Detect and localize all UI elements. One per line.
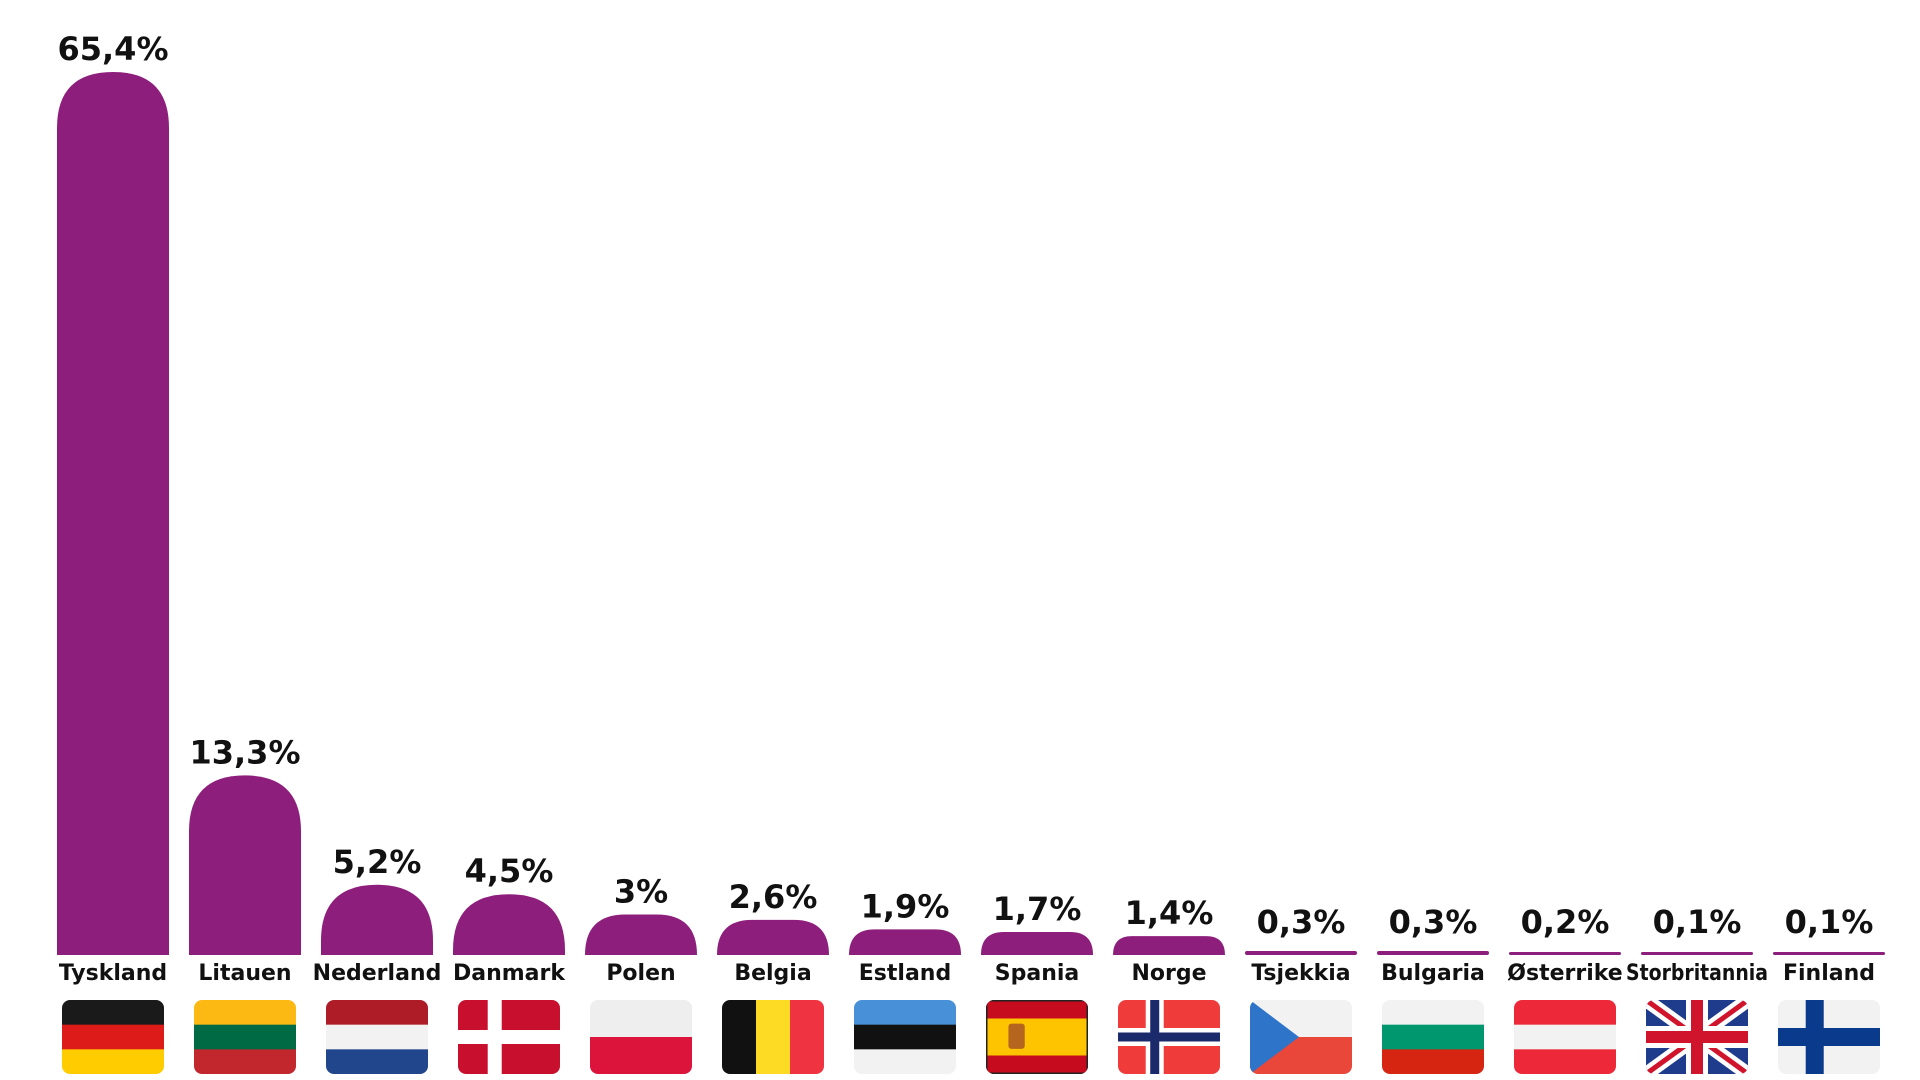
bar (981, 932, 1093, 955)
bar (1245, 950, 1357, 955)
bulgaria-flag-icon (1382, 1000, 1484, 1074)
category-label: Danmark (453, 961, 566, 986)
category-label: Estland (859, 961, 951, 986)
bar (189, 775, 301, 955)
bar (849, 929, 961, 955)
category-label: Tyskland (59, 961, 167, 986)
denmark-flag-icon (458, 1000, 560, 1074)
norway-flag-icon (1118, 1000, 1220, 1074)
value-label: 13,3% (189, 733, 300, 771)
value-label: 0,2% (1521, 903, 1610, 941)
value-label: 4,5% (465, 852, 554, 890)
czechia-flag-icon (1250, 1000, 1352, 1074)
value-label: 1,9% (861, 887, 950, 925)
bar-group: 0,1% Finland (1773, 903, 1885, 1074)
united-kingdom-flag-icon (1646, 1000, 1748, 1074)
bar-group: 0,2% Østerrike (1507, 903, 1623, 1074)
bar-group: 0,1% Storbritannia (1626, 903, 1768, 1074)
category-label: Østerrike (1507, 961, 1622, 986)
category-label: Litauen (198, 961, 291, 986)
germany-flag-icon (62, 1000, 164, 1074)
category-label: Belgia (734, 961, 811, 986)
bar-group: 1,4% Norge (1113, 894, 1225, 1074)
bar-group: 13,3% Litauen (189, 733, 301, 1074)
bar (1641, 952, 1753, 955)
bar-group: 2,6% Belgia (717, 878, 829, 1074)
category-label: Bulgaria (1381, 961, 1485, 986)
bar (717, 919, 829, 955)
lithuania-flag-icon (194, 1000, 296, 1074)
category-label: Storbritannia (1626, 961, 1768, 986)
estonia-flag-icon (854, 1000, 956, 1074)
value-label: 2,6% (729, 878, 818, 916)
finland-flag-icon (1778, 1000, 1880, 1074)
bar-group: 5,2% Nederland (313, 843, 442, 1074)
value-label: 5,2% (333, 843, 422, 881)
value-label: 0,3% (1389, 903, 1478, 941)
bar-group: 3% Polen (585, 872, 697, 1074)
spain-flag-icon (986, 1000, 1088, 1074)
belgium-flag-icon (722, 1000, 824, 1074)
bar-group: 1,9% Estland (849, 887, 961, 1074)
bar (321, 884, 433, 955)
category-label: Polen (606, 961, 675, 986)
bar (1113, 936, 1225, 955)
bar (57, 72, 169, 955)
austria-flag-icon (1514, 1000, 1616, 1074)
value-label: 3% (614, 872, 668, 910)
value-label: 1,7% (993, 890, 1082, 928)
bar-group: 4,5% Danmark (453, 852, 566, 1074)
bar (453, 894, 565, 955)
category-label: Tsjekkia (1251, 961, 1350, 986)
category-label: Nederland (313, 961, 442, 986)
value-label: 0,3% (1257, 903, 1346, 941)
value-label: 65,4% (57, 30, 168, 68)
poland-flag-icon (590, 1000, 692, 1074)
bar-group: 1,7% Spania (981, 890, 1093, 1074)
bar-group: 0,3% Tsjekkia (1245, 903, 1357, 1074)
netherlands-flag-icon (326, 1000, 428, 1074)
bar (1509, 952, 1621, 955)
bar (1773, 952, 1885, 955)
bar-group: 0,3% Bulgaria (1377, 903, 1489, 1074)
bar-group: 65,4% Tyskland (57, 30, 169, 1074)
category-label: Norge (1131, 961, 1206, 986)
value-label: 1,4% (1125, 894, 1214, 932)
bar (585, 914, 697, 955)
value-label: 0,1% (1785, 903, 1874, 941)
bar (1377, 950, 1489, 955)
category-label: Finland (1783, 961, 1875, 986)
category-label: Spania (995, 961, 1080, 986)
value-label: 0,1% (1653, 903, 1742, 941)
